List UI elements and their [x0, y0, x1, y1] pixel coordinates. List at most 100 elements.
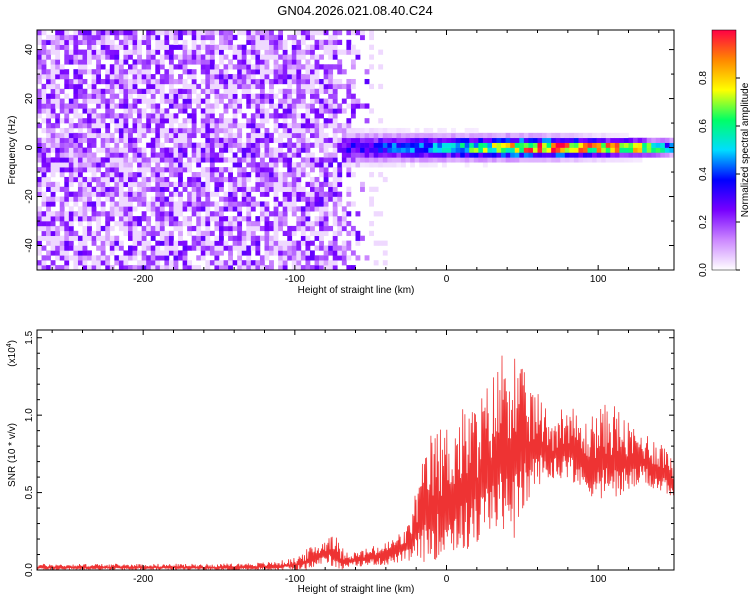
spectrogram-cell [441, 157, 447, 163]
spectrogram-cell [273, 196, 279, 202]
spectrogram-cell [109, 132, 115, 139]
spectrogram-cell [164, 113, 170, 119]
spectrogram-cell [610, 132, 616, 139]
spectrogram-cell [196, 235, 202, 241]
spectrogram-cell [282, 49, 288, 55]
spectrogram-cell [128, 191, 133, 197]
spectrogram-cell [273, 176, 279, 183]
spectrogram-cell [314, 235, 320, 241]
spectrogram-cell [96, 98, 101, 104]
spectrogram-cell [155, 108, 161, 114]
spectrogram-cell [118, 69, 124, 75]
spectrogram-cell [660, 137, 666, 143]
spectrogram-cell [259, 216, 265, 222]
spectrogram-cell [655, 142, 661, 148]
spectrogram-cell [237, 157, 243, 163]
spectrogram-cell [323, 255, 329, 261]
spectrogram-cell [323, 201, 329, 207]
spectrogram-cell [232, 191, 238, 197]
spectrogram-cell [310, 181, 315, 188]
spectrogram-cell [528, 137, 534, 143]
spectrogram-cell [437, 142, 443, 148]
spectrogram-cell [259, 176, 265, 183]
spectrogram-cell [109, 211, 115, 217]
spectrogram-cell [469, 132, 475, 139]
spectrogram-cell [123, 162, 129, 168]
spectrogram-cell [300, 191, 306, 197]
spectrogram-cell [64, 240, 70, 246]
spectrogram-cell [205, 83, 211, 90]
spectrogram-cell [546, 132, 552, 139]
spectrogram-cell [341, 49, 347, 55]
spectrogram-cell [114, 103, 120, 109]
spectrogram-cell [159, 127, 165, 134]
spectrogram-cell [105, 186, 111, 192]
spectrogram-cell [96, 176, 101, 183]
spectrogram-cell [205, 103, 211, 109]
spectrogram-cell [237, 98, 243, 104]
spectrogram-cell [182, 265, 188, 270]
spectrogram-cell [168, 103, 174, 109]
spectrogram-cell [114, 93, 120, 99]
spectrogram-cell [514, 147, 520, 153]
spectrogram-cell [228, 78, 233, 85]
spectrogram-cell [228, 127, 233, 134]
spectrogram-cell [132, 147, 138, 153]
spectrogram-cell [642, 137, 647, 143]
spectrogram-cell [146, 64, 152, 70]
spectrogram-cell [146, 34, 152, 41]
spectrogram-cell [300, 39, 306, 45]
spectrogram-cell [200, 191, 206, 197]
spectrogram-cell [214, 172, 220, 178]
spectrogram-cell [319, 216, 324, 222]
spectrogram-cell [346, 162, 352, 168]
spectrogram-cell [523, 152, 529, 158]
spectrogram-cell [37, 240, 42, 246]
spectrogram-cell [100, 240, 106, 246]
spectrogram-cell [128, 167, 133, 173]
spectrogram-cell [314, 245, 320, 251]
spectrogram-cell [82, 240, 88, 246]
spectrogram-cell [118, 240, 124, 246]
spectrogram-cell [241, 113, 247, 119]
spectrogram-cell [105, 196, 111, 202]
spectrogram-cell [278, 225, 283, 232]
spectrogram-cell [423, 142, 429, 148]
spectrogram-cell [264, 142, 270, 148]
spectrogram-cell [132, 88, 138, 94]
spectrogram-cell [246, 30, 252, 36]
spectrogram-cell [196, 206, 202, 212]
spectrogram-cell [219, 211, 224, 217]
spectrogram-cell [55, 196, 61, 202]
spectrogram-cell [255, 147, 261, 153]
spectrogram-cell [369, 230, 374, 237]
spectrogram-cell [64, 176, 70, 183]
spectrogram-cell [159, 240, 165, 246]
spectrogram-cell [182, 69, 188, 75]
spectrogram-cell [214, 137, 220, 143]
spectrogram-cell [155, 186, 161, 192]
spectrogram-cell [246, 142, 252, 148]
spectrogram-cell [64, 162, 70, 168]
spectrogram-cell [451, 127, 456, 134]
spectrogram-cell [332, 44, 338, 50]
spectrogram-cell [300, 221, 306, 227]
spectrogram-cell [623, 147, 629, 153]
spectrogram-cell [123, 225, 129, 232]
spectrogram-cell [205, 69, 211, 75]
spectrogram-cell [269, 240, 274, 246]
spectrogram-cell [232, 83, 238, 90]
spectrogram-cell [200, 201, 206, 207]
spectrogram-cell [205, 147, 211, 153]
spectrogram-cell [187, 221, 192, 227]
spectrogram-cell [487, 132, 493, 139]
spectrogram-cell [401, 142, 406, 148]
spectrogram-cell [173, 78, 179, 85]
spectrogram-cell [360, 157, 365, 163]
spectrogram-cell [55, 30, 61, 36]
spectrogram-cell [282, 103, 288, 109]
spectrogram-cell [246, 186, 252, 192]
spectrogram-cell [532, 147, 538, 153]
spectrogram-cell [100, 235, 106, 241]
